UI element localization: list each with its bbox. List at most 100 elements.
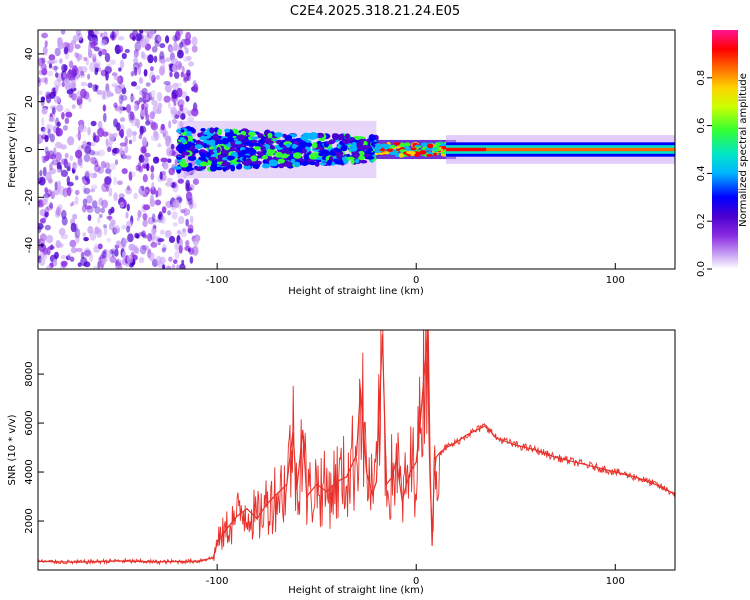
spectrogram-x-tick-label: 0 bbox=[413, 275, 419, 286]
snr-x-label: Height of straight line (km) bbox=[288, 585, 424, 596]
heatmap-region bbox=[446, 135, 675, 164]
spectrogram-y-label: Frequency (Hz) bbox=[7, 112, 18, 188]
snr-data-point bbox=[465, 434, 467, 436]
snr-data-point bbox=[405, 483, 407, 485]
snr-data-point bbox=[292, 432, 294, 434]
spectrogram-y-tick-label: 20 bbox=[24, 95, 35, 108]
snr-data-point bbox=[429, 471, 431, 473]
snr-data-point bbox=[212, 557, 214, 559]
snr-data-point bbox=[475, 429, 477, 431]
snr-data-point bbox=[654, 483, 656, 485]
snr-panel: -100 0 100 2000 4000 6000 8000 Height of stra… bbox=[7, 329, 676, 596]
snr-data-point bbox=[156, 561, 158, 563]
snr-data-point bbox=[555, 456, 557, 458]
snr-data-point bbox=[574, 461, 577, 463]
colorbar-tick-label: 0.0 bbox=[696, 261, 707, 277]
snr-data-point bbox=[415, 461, 417, 463]
figure-title: C2E4.2025.318.21.24.E05 bbox=[290, 4, 460, 19]
snr-y-tick-label: 2000 bbox=[24, 508, 35, 533]
heatmap-region bbox=[373, 139, 459, 160]
snr-data-point bbox=[276, 493, 278, 495]
snr-data-point bbox=[355, 454, 358, 456]
snr-data-point bbox=[256, 518, 258, 520]
colorbar-tick-label: 0.6 bbox=[696, 118, 707, 134]
snr-data-point bbox=[371, 493, 373, 495]
snr-data-point bbox=[515, 444, 517, 446]
snr-data-point bbox=[236, 515, 238, 517]
snr-data-point bbox=[381, 334, 383, 336]
snr-data-point bbox=[395, 459, 397, 461]
snr-data-point bbox=[296, 488, 298, 490]
snr-frame bbox=[37, 329, 676, 571]
colorbar-tick-label: 0.2 bbox=[696, 213, 707, 229]
colorbar-tick-label: 0.4 bbox=[696, 165, 707, 181]
colorbar-label: Normalized spectral amplitude bbox=[738, 73, 749, 227]
snr-data-point bbox=[439, 451, 441, 453]
snr-data-point bbox=[306, 495, 308, 498]
colorbar-gradient bbox=[712, 30, 738, 269]
snr-x-tick-label: -100 bbox=[206, 576, 229, 587]
snr-data-point bbox=[226, 527, 228, 530]
snr-data-point bbox=[535, 449, 537, 451]
spectrogram-y-tick-label: -40 bbox=[24, 237, 35, 253]
snr-data-point bbox=[302, 429, 304, 431]
spectrogram-y-tick-label: -20 bbox=[24, 189, 35, 205]
snr-data-point bbox=[594, 466, 597, 468]
snr-data-point bbox=[634, 476, 636, 478]
spectrogram-heatmap bbox=[38, 30, 675, 269]
snr-data-point bbox=[216, 542, 218, 544]
heatmap-region bbox=[173, 120, 381, 179]
snr-data-point bbox=[375, 481, 377, 483]
snr-data-point bbox=[495, 437, 497, 439]
spectrogram-y-tick-label: 0 bbox=[24, 146, 35, 152]
snr-data-point bbox=[435, 456, 437, 458]
snr-data-point bbox=[359, 388, 362, 390]
snr-y-tick-label: 4000 bbox=[24, 459, 35, 484]
snr-y-tick-label: 8000 bbox=[24, 361, 35, 386]
snr-data-points bbox=[37, 329, 676, 563]
snr-y-label: SNR (10 * v/v) bbox=[7, 414, 18, 485]
snr-data-point bbox=[196, 560, 198, 562]
snr-y-ticks: 2000 4000 6000 8000 bbox=[24, 361, 44, 534]
spectrogram-x-tick-label: 100 bbox=[606, 275, 625, 286]
colorbar-tick-label: 0.8 bbox=[696, 70, 707, 86]
snr-data-point bbox=[431, 544, 433, 547]
snr-data-point bbox=[385, 483, 387, 485]
spectrogram-y-tick-label: 40 bbox=[24, 48, 35, 61]
snr-data-point bbox=[246, 508, 248, 510]
spectrogram-y-ticks: -40 -20 0 20 40 bbox=[24, 48, 44, 253]
snr-data-point bbox=[117, 560, 119, 562]
snr-data-point bbox=[401, 500, 403, 502]
spectrogram-x-tick-label: -100 bbox=[206, 275, 229, 286]
snr-noise-trace bbox=[38, 330, 675, 566]
snr-data-point bbox=[345, 476, 348, 478]
snr-x-tick-label: 100 bbox=[606, 576, 625, 587]
spectrogram-panel: -100 0 100 -40 -20 0 20 40 Height of straight … bbox=[7, 29, 676, 297]
snr-noise-path bbox=[38, 330, 675, 566]
snr-data-point bbox=[266, 503, 268, 505]
colorbar-ticks: 0.0 0.2 0.4 0.6 0.8 bbox=[696, 70, 712, 277]
snr-data-point bbox=[419, 422, 421, 424]
snr-data-point bbox=[286, 483, 288, 485]
snr-data-point bbox=[409, 471, 411, 473]
snr-data-point bbox=[485, 424, 487, 427]
snr-data-point bbox=[316, 483, 318, 485]
snr-data-point bbox=[336, 481, 338, 483]
snr-y-tick-label: 6000 bbox=[24, 410, 35, 435]
spectrogram-x-label: Height of straight line (km) bbox=[288, 286, 424, 297]
colorbar: 0.0 0.2 0.4 0.6 0.8 Normalized spectral ampl… bbox=[696, 30, 749, 277]
snr-data-point bbox=[423, 373, 425, 375]
snr-series-line bbox=[38, 330, 675, 563]
snr-data-point bbox=[365, 471, 368, 473]
snr-data-point bbox=[77, 561, 79, 563]
snr-data-point bbox=[614, 471, 616, 473]
snr-data-point bbox=[445, 447, 447, 449]
snr-x-ticks: -100 0 100 bbox=[206, 564, 625, 587]
spectrogram-x-ticks: -100 0 100 bbox=[206, 263, 625, 286]
snr-data-point bbox=[326, 491, 328, 493]
snr-data-point bbox=[391, 476, 393, 478]
snr-data-point bbox=[455, 442, 457, 444]
snr-data-point bbox=[433, 476, 435, 478]
snr-x-tick-label: 0 bbox=[413, 576, 419, 587]
